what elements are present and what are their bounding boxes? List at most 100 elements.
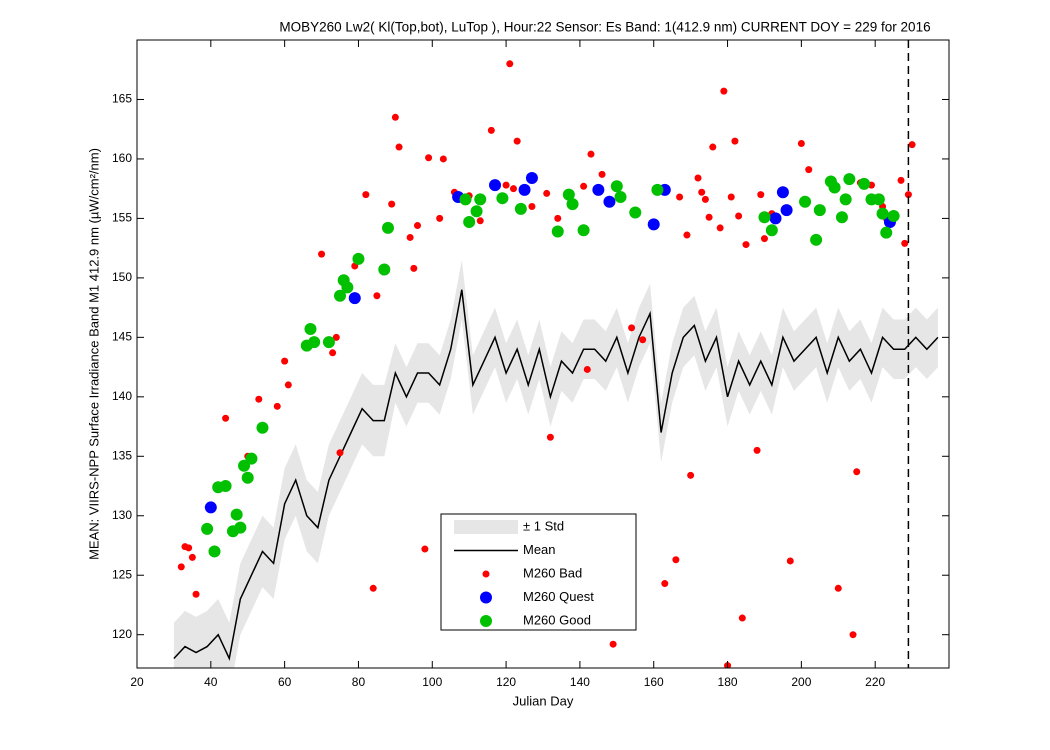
data-point: [502, 181, 510, 189]
data-point: [439, 155, 447, 163]
data-point: [849, 631, 857, 639]
y-tick-label: 155: [112, 211, 132, 225]
data-point: [281, 357, 289, 365]
data-point: [853, 468, 861, 476]
data-point: [566, 198, 579, 211]
data-point: [661, 580, 669, 588]
plot-area: [173, 40, 939, 668]
data-point: [647, 218, 660, 231]
x-tick-label: 140: [570, 675, 590, 689]
data-point: [765, 224, 778, 237]
data-point: [219, 480, 232, 493]
data-point: [760, 235, 768, 243]
data-point: [742, 241, 750, 249]
axes: 20 40 60 80 100 120 140 160 180 200 220 120 125 130 13…: [112, 39, 950, 689]
data-point: [598, 170, 606, 178]
data-point: [799, 195, 812, 208]
y-tick-label: 130: [112, 508, 132, 522]
data-point: [546, 433, 554, 441]
y-tick-label: 140: [112, 389, 132, 403]
data-point: [872, 193, 885, 206]
data-point: [487, 126, 495, 134]
data-point: [609, 640, 617, 648]
data-point: [369, 584, 377, 592]
data-point: [322, 336, 335, 349]
data-point: [757, 191, 765, 199]
data-point: [513, 137, 521, 145]
data-point: [476, 217, 484, 225]
data-point: [610, 180, 623, 193]
data-point: [738, 614, 746, 622]
data-point: [388, 200, 396, 208]
data-point: [701, 195, 709, 203]
data-point: [813, 204, 826, 217]
data-point: [901, 239, 909, 247]
x-tick-label: 120: [496, 675, 516, 689]
data-point: [776, 186, 789, 199]
data-point: [580, 182, 588, 190]
data-point: [603, 195, 616, 208]
data-point: [727, 193, 735, 201]
x-tick-label: 220: [865, 675, 885, 689]
data-point: [880, 226, 893, 239]
y-tick-label: 125: [112, 567, 132, 581]
data-point: [731, 137, 739, 145]
data-point: [336, 449, 344, 457]
data-point: [562, 188, 575, 201]
data-point: [425, 154, 433, 162]
data-point: [185, 544, 193, 552]
data-point: [628, 324, 636, 332]
data-point: [230, 508, 243, 521]
data-point: [496, 192, 509, 205]
data-point: [308, 336, 321, 349]
data-point: [352, 252, 365, 265]
data-point: [758, 211, 771, 224]
data-point: [256, 421, 269, 434]
data-point: [204, 501, 217, 514]
x-tick-label: 80: [352, 675, 366, 689]
data-point: [381, 221, 394, 234]
data-point: [395, 143, 403, 151]
data-point: [528, 203, 536, 211]
y-tick-label: 135: [112, 448, 132, 462]
data-point: [592, 183, 605, 196]
data-point: [188, 553, 196, 561]
legend-label: ± 1 Std: [523, 518, 564, 533]
data-point: [421, 545, 429, 553]
mean-line: [173, 289, 939, 661]
x-tick-label: 60: [278, 675, 292, 689]
data-point: [786, 557, 794, 565]
data-point: [629, 206, 642, 219]
data-point: [720, 87, 728, 95]
data-point: [241, 471, 254, 484]
data-point: [839, 193, 852, 206]
legend-label: M260 Quest: [523, 589, 594, 604]
data-point: [810, 233, 823, 246]
legend-label: Mean: [523, 542, 556, 557]
data-point: [797, 139, 805, 147]
data-point: [676, 193, 684, 201]
data-point: [908, 141, 916, 149]
data-point: [348, 292, 361, 305]
y-tick-label: 150: [112, 270, 132, 284]
data-point: [509, 185, 517, 193]
data-point: [858, 177, 871, 190]
data-point: [577, 224, 590, 237]
y-axis-label: MEAN: VIIRS-NPP Surface Irradiance Band …: [86, 148, 101, 560]
data-point: [329, 349, 337, 357]
y-tick-label: 145: [112, 330, 132, 344]
chart-title: MOBY260 Lw2( Kl(Top,bot), LuTop ), Hour:…: [279, 20, 930, 35]
data-point: [551, 225, 564, 238]
x-tick-label: 160: [644, 675, 664, 689]
data-point: [780, 204, 793, 217]
data-point: [391, 113, 399, 121]
data-point: [406, 233, 414, 241]
data-point: [255, 395, 263, 403]
y-tick-label: 160: [112, 151, 132, 165]
data-point: [273, 402, 281, 410]
data-point: [334, 289, 346, 302]
legend-swatch: [454, 520, 518, 534]
data-point: [525, 171, 538, 184]
data-point: [639, 336, 647, 344]
legend-swatch: [480, 615, 492, 627]
